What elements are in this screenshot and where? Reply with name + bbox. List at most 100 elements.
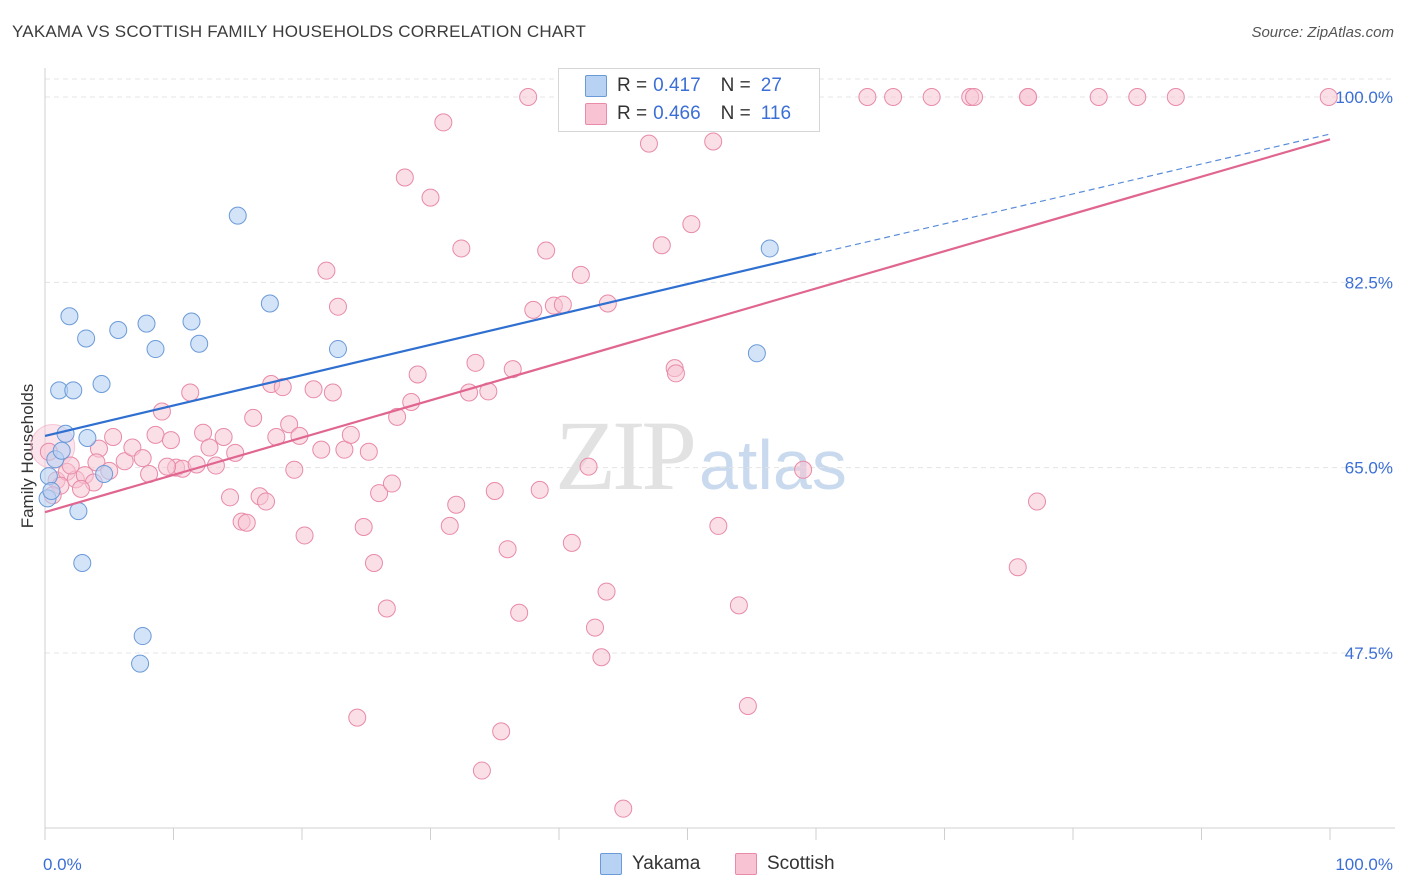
yakama-point [109, 320, 128, 339]
scottish-point [537, 241, 556, 260]
yakama-point [760, 239, 779, 258]
scottish-points [30, 88, 1338, 818]
scottish-point [858, 88, 877, 106]
watermark-atlas: atlas [699, 426, 847, 504]
scottish-point [652, 236, 671, 255]
scottish-point [161, 431, 180, 450]
y-tick-label: 47.5% [1345, 644, 1393, 663]
scottish-point [133, 449, 152, 468]
yakama-points [38, 206, 779, 673]
scottish-point [421, 188, 440, 207]
scottish-point [524, 300, 543, 319]
yakama-point [73, 553, 92, 572]
scottish-point [335, 440, 354, 459]
legend-item-scottish[interactable]: Scottish [735, 853, 835, 875]
scottish-point [639, 134, 658, 153]
scottish-point [61, 456, 80, 475]
scottish-point [1089, 88, 1108, 106]
scottish-point [510, 603, 529, 622]
scottish-point [377, 599, 396, 618]
scottish-point [312, 440, 331, 459]
scottish-point [466, 353, 485, 372]
scottish-point [794, 460, 813, 479]
scottish-point [1128, 88, 1147, 106]
yakama-point [60, 307, 79, 326]
y-tick-label: 65.0% [1345, 459, 1393, 478]
scottish-point [440, 516, 459, 535]
yakama-point [146, 340, 165, 359]
scottish-point [304, 380, 323, 399]
scottish-point [364, 553, 383, 572]
scottish-point [194, 423, 213, 442]
yakama-point [95, 465, 114, 484]
scottish-point [965, 88, 984, 106]
scottish-point [295, 526, 314, 545]
scottish-point [503, 360, 522, 379]
watermark: ZIPatlas [555, 398, 847, 513]
scottish-point [285, 460, 304, 479]
scottish-point [354, 517, 373, 536]
scottish-point [729, 596, 748, 615]
scottish-point [359, 442, 378, 461]
scottish-point [666, 364, 685, 383]
scottish-point [280, 415, 299, 434]
y-tick-label: 82.5% [1345, 273, 1393, 292]
legend-label: Scottish [767, 853, 835, 874]
scottish-point [395, 168, 414, 187]
scottish-point [884, 88, 903, 106]
scottish-point [388, 407, 407, 426]
scottish-swatch [585, 103, 607, 125]
scottish-point [348, 708, 367, 727]
scottish-point [382, 474, 401, 493]
scottish-trend-line [44, 138, 1331, 514]
r-label: R = [617, 75, 648, 96]
legend-label: Yakama [632, 853, 701, 874]
yakama-point [39, 467, 58, 486]
scottish-point [221, 488, 240, 507]
scottish-point [323, 383, 342, 402]
yakama-point [747, 344, 766, 363]
r-value: 0.466 [653, 103, 701, 124]
yakama-swatch [600, 853, 622, 875]
scottish-point [341, 425, 360, 444]
scottish-point [152, 402, 171, 421]
scottish-point [492, 722, 511, 741]
scottish-point [472, 761, 491, 780]
scottish-point [485, 481, 504, 500]
y-tick-label: 100.0% [1335, 88, 1393, 107]
scottish-point [317, 261, 336, 280]
scottish-point [206, 456, 225, 475]
scottish-point [592, 648, 611, 667]
yakama-point [328, 340, 347, 359]
scottish-point [104, 427, 123, 446]
stats-legend-yakama: R = 0.417 N = 27 [585, 74, 782, 98]
stats-legend-scottish: R = 0.466 N = 116 [585, 102, 791, 126]
scottish-point [562, 533, 581, 552]
scottish-point [200, 438, 219, 457]
chart-title: YAKAMA VS SCOTTISH FAMILY HOUSEHOLDS COR… [12, 22, 587, 41]
scottish-point [585, 618, 604, 637]
yakama-point [77, 329, 96, 348]
grid-lines [45, 78, 1395, 654]
scottish-point [370, 484, 389, 503]
scottish-point [115, 452, 134, 471]
scottish-point [447, 495, 466, 514]
scottish-point [146, 425, 165, 444]
scottish-point [1166, 88, 1185, 106]
scottish-point [452, 239, 471, 258]
x-tick-label: 100.0% [1335, 855, 1393, 874]
scottish-point [257, 492, 276, 511]
n-label: N = [720, 75, 751, 96]
stats-legend: R = 0.417 N = 27 R = 0.466 N = 116 [558, 68, 820, 132]
scottish-point [922, 88, 941, 106]
r-value: 0.417 [653, 75, 701, 96]
scottish-point [434, 113, 453, 132]
r-label: R = [617, 103, 648, 124]
yakama-point [64, 381, 83, 400]
scottish-point [579, 457, 598, 476]
n-value: 27 [760, 75, 782, 96]
legend-item-yakama[interactable]: Yakama [600, 853, 700, 875]
yakama-point [42, 481, 61, 500]
scottish-point [71, 479, 90, 498]
